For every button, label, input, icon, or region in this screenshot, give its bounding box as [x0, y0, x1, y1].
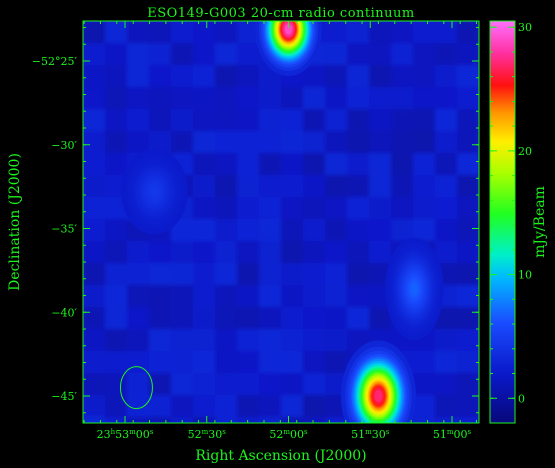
- x-tick-label: 51m30s: [351, 428, 390, 441]
- bottom-source-contour: [374, 389, 383, 403]
- colorbar-tick-label: 30: [518, 21, 532, 34]
- y-tick-label: −30′: [51, 139, 77, 152]
- colorbar-label: mJy/Beam: [532, 186, 548, 258]
- left-source-contour: [150, 186, 159, 197]
- chart-title: ESO149-G003 20-cm radio continuum: [147, 6, 414, 21]
- colorbar-frame: [489, 20, 516, 424]
- left-source: [121, 148, 188, 235]
- beam-ellipse: [119, 366, 153, 410]
- colorbar-tick-label: 10: [518, 269, 532, 282]
- x-tick-label: 51m00s: [433, 428, 472, 441]
- x-tick-label: 52m30s: [188, 428, 227, 441]
- map-frame: [82, 20, 480, 424]
- x-axis-label: Right Ascension (J2000): [195, 448, 366, 464]
- top-source: [255, 21, 322, 77]
- colorbar-tick-label: 20: [518, 145, 532, 158]
- top-source-contour: [284, 24, 293, 35]
- y-axis: −52°25′ −30′ −35′ −40′ −45′: [32, 27, 479, 414]
- right-source-contour: [411, 283, 418, 295]
- map-image: [83, 21, 479, 423]
- y-tick-label: −45′: [51, 390, 77, 403]
- colorbar: [490, 21, 515, 423]
- colorbar-axis: 0 10 20 30: [490, 21, 532, 424]
- y-tick-label: −52°25′: [32, 55, 78, 68]
- y-tick-label: −35′: [51, 223, 77, 236]
- right-source: [385, 237, 444, 341]
- y-axis-label: Declination (J2000): [7, 153, 23, 291]
- y-tick-label: −40′: [51, 306, 77, 319]
- x-axis: 23h53m00s 52m30s 52m00s 51m30s 51m00s: [83, 21, 478, 441]
- bottom-source: [340, 340, 416, 423]
- colorbar-tick-label: 0: [518, 392, 525, 405]
- x-tick-label: 23h53m00s: [97, 428, 154, 441]
- x-tick-label: 52m00s: [269, 428, 308, 441]
